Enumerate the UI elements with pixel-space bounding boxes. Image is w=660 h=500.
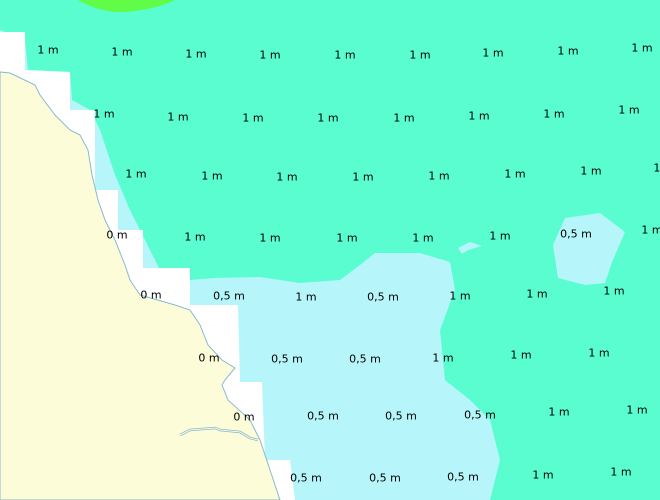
depth-label: 0 m bbox=[198, 351, 220, 365]
depth-label: 1 m bbox=[184, 230, 206, 244]
depth-label: 0 m bbox=[140, 288, 162, 302]
depth-label: 0 m bbox=[233, 410, 255, 424]
depth-label: 1 m bbox=[428, 169, 450, 183]
depth-label: 1 m bbox=[111, 45, 133, 59]
depth-label: 1 m bbox=[412, 231, 434, 245]
depth-label: 1 m bbox=[185, 47, 207, 61]
depth-label: 1 m bbox=[641, 223, 660, 237]
depth-label: 0,5 m bbox=[349, 352, 381, 366]
depth-label: 1 m bbox=[336, 231, 358, 245]
depth-label: 0,5 m bbox=[213, 289, 245, 303]
depth-label: 0,5 m bbox=[464, 408, 496, 422]
depth-label: 0 m bbox=[106, 228, 128, 242]
depth-label: 1 m bbox=[489, 229, 511, 243]
depth-label: 1 m bbox=[317, 111, 339, 125]
depth-label: 1 m bbox=[93, 107, 115, 121]
depth-label: 0,5 m bbox=[369, 471, 401, 485]
depth-label: 0,5 m bbox=[385, 409, 417, 423]
depth-label: 1 m bbox=[526, 287, 548, 301]
depth-label: 1 m bbox=[618, 103, 640, 117]
depth-label: 1 m bbox=[242, 111, 264, 125]
depth-label: 1 m bbox=[548, 405, 570, 419]
depth-label: 0,5 m bbox=[367, 290, 399, 304]
depth-label: 1 m bbox=[259, 231, 281, 245]
shallow-water-patch bbox=[553, 213, 625, 285]
depth-label: 1 m bbox=[352, 170, 374, 184]
depth-label: 1 m bbox=[295, 290, 317, 304]
depth-label: 1 m bbox=[603, 284, 625, 298]
depth-label: 1 m bbox=[504, 167, 526, 181]
depth-label: 1 m bbox=[510, 348, 532, 362]
depth-label: 1 m bbox=[276, 170, 298, 184]
depth-label: 1 m bbox=[432, 351, 454, 365]
depth-label: 1 m bbox=[532, 468, 554, 482]
depth-label: 0,5 m bbox=[271, 352, 303, 366]
depth-label: 1 m bbox=[588, 346, 610, 360]
depth-label: 0,5 m bbox=[290, 471, 322, 485]
depth-label: 1 m bbox=[482, 46, 504, 60]
depth-label: 1 m bbox=[580, 164, 602, 178]
depth-label: 1 m bbox=[610, 465, 632, 479]
top-green-zone bbox=[78, 0, 175, 12]
depth-label: 1 m bbox=[201, 169, 223, 183]
shallow-water-spot bbox=[458, 242, 482, 254]
depth-label: 1 m bbox=[626, 403, 648, 417]
depth-label: 0,5 m bbox=[447, 470, 479, 484]
depth-label: 1 m bbox=[631, 41, 653, 55]
depth-label: 1 m bbox=[167, 110, 189, 124]
depth-label: 0,5 m bbox=[307, 409, 339, 423]
land bbox=[0, 71, 281, 500]
depth-label: 0,5 m bbox=[560, 227, 592, 241]
depth-label: 1 m bbox=[557, 44, 579, 58]
depth-label: 1 m bbox=[409, 48, 431, 62]
depth-label: 1 m bbox=[334, 48, 356, 62]
depth-label: 1 m bbox=[393, 111, 415, 125]
depth-label: 1 m bbox=[125, 167, 147, 181]
depth-label: 1 m bbox=[37, 43, 59, 57]
depth-label: 1 m bbox=[653, 161, 660, 175]
depth-label: 1 m bbox=[259, 48, 281, 62]
river-inner bbox=[179, 427, 259, 441]
depth-label: 1 m bbox=[468, 109, 490, 123]
depth-label: 1 m bbox=[543, 107, 565, 121]
depth-label: 1 m bbox=[449, 289, 471, 303]
